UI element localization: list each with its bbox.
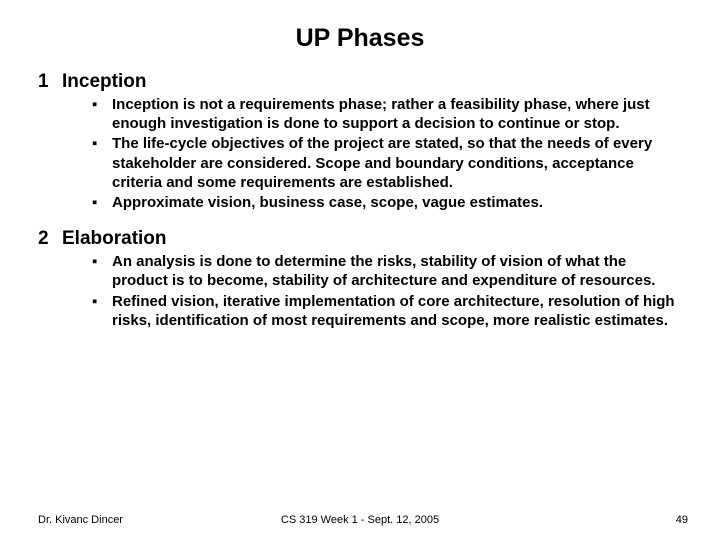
bullet-text: Refined vision, iterative implementation… [112,292,682,330]
section-2: 2 Elaboration ▪ An analysis is done to d… [38,228,682,330]
slide-title: UP Phases [38,24,682,53]
section-2-heading: 2 Elaboration [38,228,682,250]
list-item: ▪ Refined vision, iterative implementati… [92,292,682,330]
list-item: ▪ Inception is not a requirements phase;… [92,95,682,133]
bullet-icon: ▪ [92,252,112,290]
section-1-heading: 1 Inception [38,71,682,93]
section-1-number: 1 [38,71,62,93]
bullet-text: Inception is not a requirements phase; r… [112,95,682,133]
footer-page-number: 49 [676,514,688,526]
bullet-text: Approximate vision, business case, scope… [112,193,682,212]
section-2-label: Elaboration [62,228,167,250]
bullet-icon: ▪ [92,292,112,330]
section-1: 1 Inception ▪ Inception is not a require… [38,71,682,212]
bullet-text: The life-cycle objectives of the project… [112,134,682,192]
footer: Dr. Kivanc Dincer CS 319 Week 1 - Sept. … [0,514,720,526]
list-item: ▪ The life-cycle objectives of the proje… [92,134,682,192]
bullet-icon: ▪ [92,134,112,192]
list-item: ▪ Approximate vision, business case, sco… [92,193,682,212]
bullet-text: An analysis is done to determine the ris… [112,252,682,290]
section-2-number: 2 [38,228,62,250]
footer-author: Dr. Kivanc Dincer [38,514,123,526]
bullet-icon: ▪ [92,193,112,212]
section-1-label: Inception [62,71,146,93]
list-item: ▪ An analysis is done to determine the r… [92,252,682,290]
section-1-bullets: ▪ Inception is not a requirements phase;… [92,95,682,212]
bullet-icon: ▪ [92,95,112,133]
section-2-bullets: ▪ An analysis is done to determine the r… [92,252,682,330]
slide: UP Phases 1 Inception ▪ Inception is not… [0,0,720,540]
